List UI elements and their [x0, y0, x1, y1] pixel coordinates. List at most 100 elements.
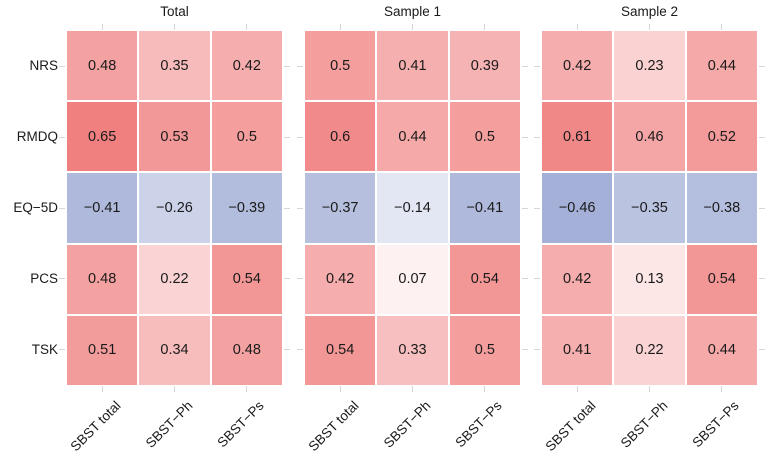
axis-tick	[759, 207, 765, 209]
y-axis-label-eq5d: EQ−5D	[13, 200, 58, 215]
axis-tick	[534, 136, 540, 138]
axis-tick	[102, 386, 104, 392]
heatmap-cell: −0.41	[449, 173, 520, 243]
axis-tick	[284, 136, 290, 138]
y-axis-label-tsk: TSK	[31, 342, 58, 357]
heatmap-cell: 0.41	[542, 315, 613, 385]
heatmap-cell: 0.54	[449, 244, 520, 314]
heatmap-cell: 0.5	[449, 315, 520, 385]
axis-tick	[759, 65, 765, 67]
heatmap-cell: 0.44	[377, 102, 448, 172]
heatmap-cell: 0.52	[686, 102, 757, 172]
axis-tick	[59, 349, 65, 351]
heatmap-cell: 0.61	[542, 102, 613, 172]
heatmap-cell: 0.13	[614, 244, 685, 314]
heatmap-cell: 0.48	[67, 244, 138, 314]
heatmap-cell: 0.22	[614, 315, 685, 385]
panel-title-sample-2: Sample 2	[620, 4, 679, 19]
heatmap-cell: 0.48	[211, 315, 282, 385]
heatmap-cell: 0.23	[614, 31, 685, 101]
heatmap-cell: −0.41	[67, 173, 138, 243]
axis-tick	[534, 65, 540, 67]
axis-tick	[412, 24, 413, 30]
axis-tick	[297, 136, 303, 138]
heatmap-cell: 0.42	[305, 244, 376, 314]
axis-tick	[534, 207, 540, 209]
heatmap-cell: −0.35	[614, 173, 685, 243]
axis-tick	[284, 207, 290, 209]
axis-tick	[102, 24, 104, 30]
axis-tick	[284, 65, 290, 67]
heatmap-cell: 0.65	[67, 102, 138, 172]
heatmap-cell: −0.37	[305, 173, 376, 243]
axis-tick	[577, 24, 579, 30]
heatmap-cell: 0.35	[139, 31, 210, 101]
axis-tick	[59, 136, 65, 138]
heatmap-cell: 0.54	[211, 244, 282, 314]
axis-tick	[483, 386, 485, 392]
heatmap-cell: −0.38	[686, 173, 757, 243]
axis-tick	[759, 278, 765, 280]
panel-title-total: Total	[160, 4, 189, 19]
heatmap-cell: 0.48	[67, 31, 138, 101]
axis-tick	[174, 386, 175, 392]
heatmap-cell: 0.54	[305, 315, 376, 385]
heatmap-cell: −0.14	[377, 173, 448, 243]
heatmap-cell: 0.34	[139, 315, 210, 385]
y-axis-label-rmdq: RMDQ	[16, 129, 58, 144]
axis-tick	[759, 136, 765, 138]
heatmap-cell: 0.5	[305, 31, 376, 101]
heatmap-cell: −0.39	[211, 173, 282, 243]
heatmap-cell: 0.07	[377, 244, 448, 314]
axis-tick	[759, 349, 765, 351]
heatmap-cell: 0.39	[449, 31, 520, 101]
axis-tick	[534, 278, 540, 280]
axis-tick	[297, 65, 303, 67]
axis-tick	[174, 24, 175, 30]
axis-tick	[59, 207, 65, 209]
heatmap-cell: 0.33	[377, 315, 448, 385]
axis-tick	[534, 349, 540, 351]
axis-tick	[522, 136, 528, 138]
x-axis-label: SBST total	[305, 398, 362, 455]
heatmap-cell: 0.51	[67, 315, 138, 385]
heatmap-cell: −0.46	[542, 173, 613, 243]
axis-tick	[245, 386, 247, 392]
x-axis-label: SBST total	[542, 398, 599, 455]
y-axis-label-nrs: NRS	[29, 58, 58, 73]
axis-tick	[59, 65, 65, 67]
heatmap-panel-2: 0.5 0.41 0.39 0.6 0.44 0.5 −0.37 −0.14 −0.41 0.42…	[305, 31, 520, 385]
axis-tick	[522, 278, 528, 280]
heatmap-cell: 0.42	[211, 31, 282, 101]
axis-tick	[297, 207, 303, 209]
axis-tick	[522, 207, 528, 209]
heatmap-cell: 0.53	[139, 102, 210, 172]
axis-tick	[483, 24, 485, 30]
axis-tick	[284, 349, 290, 351]
axis-tick	[412, 386, 413, 392]
heatmap-cell: 0.5	[449, 102, 520, 172]
heatmap-panel-1: 0.48 0.35 0.42 0.65 0.53 0.5 −0.41 −0.26 −0.39 0.…	[67, 31, 282, 385]
panel-title-sample-1: Sample 1	[383, 4, 442, 19]
axis-tick	[649, 24, 650, 30]
heatmap-cell: 0.42	[542, 31, 613, 101]
heatmap-cell: 0.54	[686, 244, 757, 314]
axis-tick	[720, 386, 722, 392]
heatmap-panel-3: 0.42 0.23 0.44 0.61 0.46 0.52 −0.46 −0.35 −0.38 0…	[542, 31, 757, 385]
heatmap-cell: 0.5	[211, 102, 282, 172]
heatmap-cell: 0.41	[377, 31, 448, 101]
axis-tick	[649, 386, 650, 392]
heatmap-cell: 0.6	[305, 102, 376, 172]
heatmap-cell: 0.42	[542, 244, 613, 314]
axis-tick	[297, 349, 303, 351]
heatmap-cell: 0.46	[614, 102, 685, 172]
x-axis-label: SBST total	[67, 398, 124, 455]
axis-tick	[577, 386, 579, 392]
axis-tick	[720, 24, 722, 30]
axis-tick	[245, 24, 247, 30]
heatmap-cell: 0.22	[139, 244, 210, 314]
heatmap-cell: −0.26	[139, 173, 210, 243]
axis-tick	[340, 24, 342, 30]
axis-tick	[297, 278, 303, 280]
